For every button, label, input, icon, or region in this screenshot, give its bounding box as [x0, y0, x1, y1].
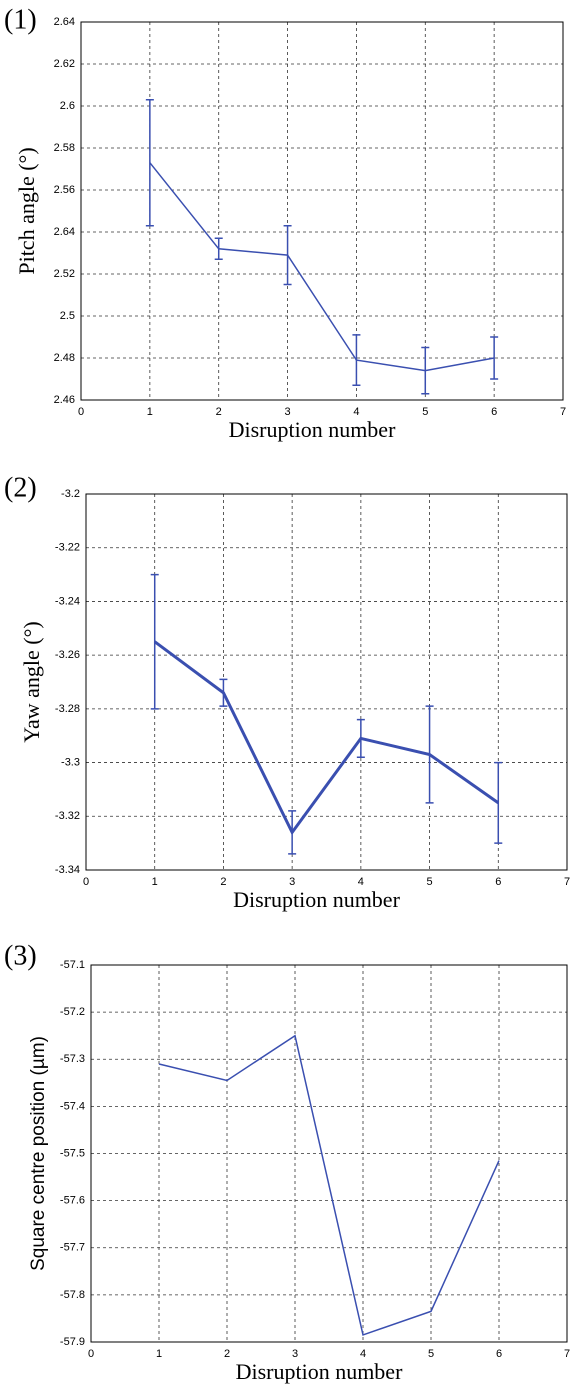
x-axis-label: Disruption number — [236, 1359, 403, 1384]
x-tick-label: 0 — [88, 1348, 94, 1360]
x-tick-label: 1 — [147, 406, 153, 418]
y-tick-label: -3.32 — [55, 810, 80, 822]
y-tick-label: -57.1 — [60, 959, 85, 971]
x-tick-label: 4 — [358, 876, 364, 888]
x-tick-label: 7 — [564, 1348, 570, 1360]
error-bar — [421, 346, 430, 395]
chart: (1) 2.46 2.48 2.5 2.52 2.64 2.56 2.58 2.6 2.62 2.6… — [4, 4, 566, 442]
y-tick-label: 2.48 — [54, 352, 75, 364]
y-tick-label: -57.9 — [60, 1336, 85, 1348]
x-tick-label: 1 — [156, 1348, 162, 1360]
y-tick-label: -57.3 — [60, 1053, 85, 1065]
panel-label: (2) — [4, 472, 37, 503]
y-tick-label: -57.2 — [60, 1006, 85, 1018]
error-bar — [219, 678, 228, 707]
x-tick-label: 5 — [422, 406, 428, 418]
x-tick-label: 7 — [564, 876, 570, 888]
y-tick-label: 2.58 — [54, 142, 75, 154]
y-axis-label: Square centre position (µm) — [28, 1036, 49, 1271]
y-tick-label: -3.22 — [55, 542, 80, 554]
x-tick-label: 0 — [83, 876, 89, 888]
x-tick-label: 3 — [285, 406, 291, 418]
x-tick-label: 2 — [216, 406, 222, 418]
x-tick-label: 4 — [353, 406, 359, 418]
error-bar — [150, 573, 159, 710]
error-bar — [214, 237, 223, 261]
panel-label: (3) — [4, 940, 37, 971]
x-tick-label: 6 — [495, 876, 501, 888]
panel-label: (1) — [4, 4, 37, 35]
x-axis-label: Disruption number — [229, 417, 396, 442]
y-tick-label: -3.26 — [55, 649, 80, 661]
y-tick-label: -3.3 — [61, 756, 80, 768]
y-tick-label: 2.6 — [60, 100, 75, 112]
y-tick-label: -3.34 — [55, 864, 80, 876]
chart: (3) -57.9 -57.8 -57.7 -57.6 -57.5 -57.4 -57.3 -5… — [4, 940, 570, 1384]
y-tick-label: -57.6 — [60, 1195, 85, 1207]
x-tick-label: 6 — [496, 1348, 502, 1360]
y-axis-label: Pitch angle (°) — [14, 147, 39, 274]
x-tick-label: 5 — [428, 1348, 434, 1360]
plot-frame — [85, 493, 568, 871]
x-tick-label: 4 — [360, 1348, 366, 1360]
y-tick-label: 2.64 — [54, 16, 75, 28]
x-tick-label: 6 — [491, 406, 497, 418]
y-tick-label: -3.28 — [55, 703, 80, 715]
y-tick-label: 2.56 — [54, 184, 75, 196]
y-tick-label: -57.7 — [60, 1242, 85, 1254]
error-bar — [425, 705, 434, 804]
x-tick-label: 3 — [292, 1348, 298, 1360]
y-tick-label: -3.2 — [61, 488, 80, 500]
x-tick-label: 2 — [224, 1348, 230, 1360]
x-tick-label: 3 — [289, 876, 295, 888]
plot-frame — [80, 21, 564, 401]
y-tick-label: -3.24 — [55, 595, 80, 607]
y-tick-label: 2.52 — [54, 268, 75, 280]
data-line — [149, 162, 495, 372]
x-tick-label: 2 — [220, 876, 226, 888]
x-axis-label: Disruption number — [233, 887, 400, 912]
y-tick-label: 2.5 — [60, 310, 75, 322]
y-tick-label: -57.5 — [60, 1147, 85, 1159]
error-bar — [145, 98, 154, 227]
y-tick-label: 2.46 — [54, 394, 75, 406]
error-bar — [356, 718, 365, 758]
error-bar — [490, 336, 499, 380]
x-tick-label: 1 — [152, 876, 158, 888]
y-tick-label: -57.8 — [60, 1289, 85, 1301]
x-tick-label: 7 — [560, 406, 566, 418]
y-tick-label: -57.4 — [60, 1100, 85, 1112]
error-bar — [494, 761, 503, 844]
data-line — [153, 640, 500, 836]
plot-frame — [90, 964, 568, 1343]
error-bar — [288, 810, 297, 855]
error-bar — [283, 224, 292, 286]
chart: (2)-3.34-3.32-3.3-3.28-3.26-3.24-3.22-3.… — [4, 472, 570, 912]
y-tick-label: 2.64 — [54, 226, 75, 238]
x-tick-label: 0 — [78, 406, 84, 418]
y-tick-label: 2.62 — [54, 58, 75, 70]
x-tick-label: 5 — [427, 876, 433, 888]
y-axis-label: Yaw angle (°) — [19, 621, 44, 742]
error-bar — [352, 334, 361, 387]
data-line — [158, 1034, 500, 1336]
